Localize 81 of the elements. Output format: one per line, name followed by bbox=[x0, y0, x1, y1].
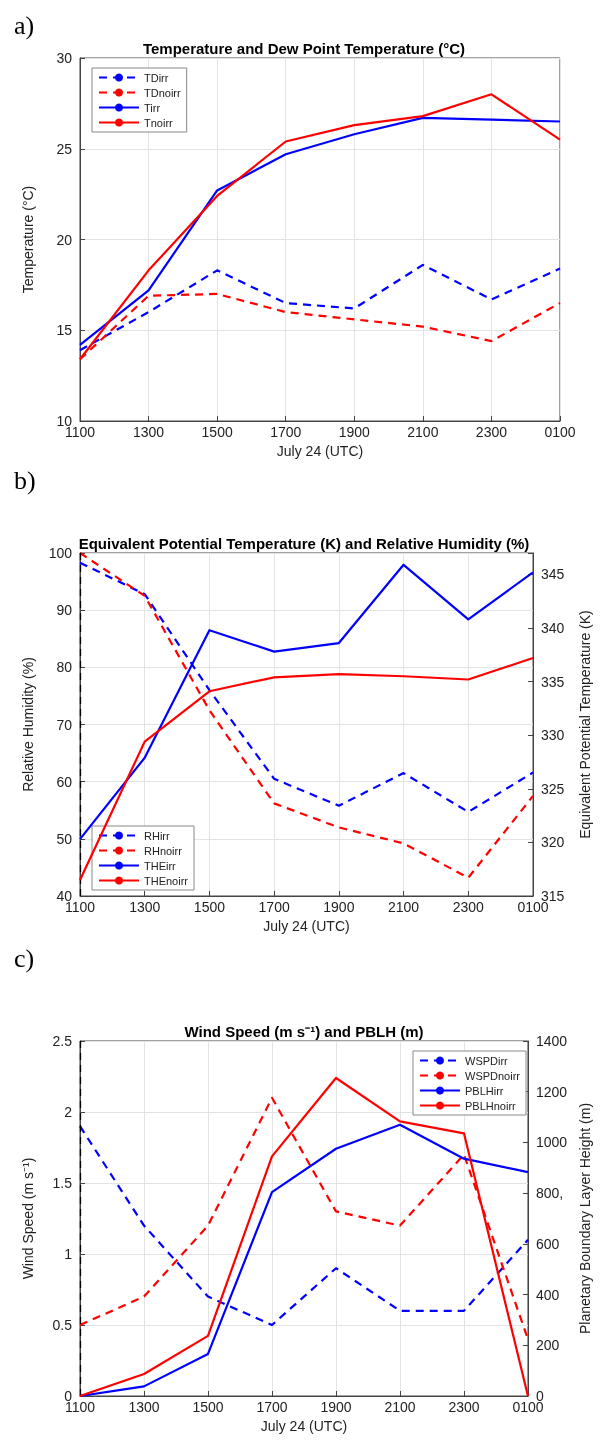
x-axis-title: July 24 (UTC) bbox=[260, 1417, 348, 1434]
y-tick-label: 0.5 bbox=[52, 1317, 73, 1333]
y2-tick-label: 1200 bbox=[535, 1083, 568, 1100]
y2-tick-label: 345 bbox=[541, 566, 565, 583]
y-tick-label: 2.5 bbox=[52, 1033, 73, 1049]
y-tick-label: 1.5 bbox=[52, 1175, 73, 1191]
text: c) bbox=[14, 943, 35, 973]
y-tick-label: 60 bbox=[56, 773, 73, 790]
text: b) bbox=[14, 465, 36, 495]
y2-tick-label: 200 bbox=[535, 1337, 560, 1354]
legend-label: RHirr bbox=[144, 829, 170, 842]
x-tick-label: 1500 bbox=[201, 424, 233, 440]
legend-label: WSPDnoirr bbox=[464, 1069, 521, 1082]
y2-tick-label: 315 bbox=[541, 888, 565, 904]
y2-tick-label: 325 bbox=[541, 780, 565, 797]
y2-axis-title: Equivalent Potential Temperature (K) bbox=[577, 610, 593, 839]
x-tick-label: 1900 bbox=[320, 1399, 352, 1415]
line-series bbox=[78, 263, 562, 352]
y-tick-label: 0 bbox=[64, 1388, 73, 1404]
x-tick-label: 1500 bbox=[193, 899, 226, 915]
y-tick-label: 2 bbox=[64, 1104, 73, 1120]
legend-label: TDirr bbox=[144, 71, 169, 84]
y2-tick-label: 1000 bbox=[535, 1134, 568, 1151]
y2-tick-label: 800, bbox=[535, 1185, 564, 1202]
legend-label: RHnoirr bbox=[144, 844, 183, 857]
y-tick-label: 80 bbox=[56, 659, 73, 676]
x-tick-label: 1500 bbox=[192, 1399, 224, 1415]
y-tick-label: 15 bbox=[56, 322, 73, 339]
y-axis-title: Wind Speed (m s⁻¹) bbox=[20, 1157, 36, 1280]
x-tick-label: 1300 bbox=[128, 1399, 160, 1415]
legend-label: THEirr bbox=[144, 859, 177, 872]
y2-tick-label: 0 bbox=[535, 1388, 544, 1404]
y2-axis-title: Planetary Boundary Layer Height (m) bbox=[577, 1102, 593, 1335]
chart-title: Equivalent Potential Temperature (K) and Relative Humidity (%) bbox=[78, 535, 530, 552]
y-tick-label: 1 bbox=[64, 1246, 73, 1262]
y-tick-label: 20 bbox=[56, 231, 73, 248]
y-tick-label: 25 bbox=[56, 140, 73, 157]
x-axis-title: July 24 (UTC) bbox=[263, 917, 350, 934]
y-tick-label: 40 bbox=[56, 888, 73, 904]
y-axis-title: Relative Humidity (%) bbox=[20, 657, 36, 792]
y-tick-label: 100 bbox=[48, 545, 73, 561]
y2-tick-label: 400 bbox=[535, 1286, 560, 1303]
line-series bbox=[78, 551, 535, 879]
x-tick-label: 2300 bbox=[452, 899, 485, 915]
y-tick-label: 10 bbox=[56, 413, 73, 429]
legend-label: Tirr bbox=[144, 101, 161, 114]
y2-tick-label: 320 bbox=[541, 834, 565, 851]
legend-label: PBLHirr bbox=[464, 1084, 504, 1097]
x-tick-label: 2100 bbox=[407, 424, 439, 440]
text: a) bbox=[14, 10, 35, 40]
x-axis-title: July 24 (UTC) bbox=[276, 442, 364, 459]
x-tick-label: 1700 bbox=[258, 899, 290, 915]
line-series bbox=[78, 1125, 530, 1327]
legend-label: THEnoirr bbox=[144, 874, 189, 887]
x-tick-label: 1900 bbox=[323, 899, 355, 915]
legend-label: PBLHnoirr bbox=[464, 1099, 517, 1112]
x-tick-label: 2300 bbox=[475, 424, 508, 440]
x-tick-label: 1300 bbox=[132, 424, 165, 440]
y2-tick-label: 335 bbox=[541, 673, 565, 690]
legend-label: Tnoirr bbox=[144, 116, 174, 129]
legend-label: TDnoirr bbox=[144, 86, 182, 99]
x-tick-label: 1700 bbox=[270, 424, 302, 440]
y2-tick-label: 1400 bbox=[535, 1033, 568, 1049]
x-tick-label: 2300 bbox=[448, 1399, 480, 1415]
x-tick-label: 0100 bbox=[544, 424, 576, 440]
y-tick-label: 30 bbox=[56, 50, 73, 66]
legend-label: WSPDirr bbox=[464, 1054, 509, 1067]
x-tick-label: 1300 bbox=[129, 899, 161, 915]
y2-tick-label: 340 bbox=[541, 620, 565, 637]
x-tick-label: 2100 bbox=[387, 899, 420, 915]
y2-tick-label: 600 bbox=[535, 1235, 560, 1252]
y-tick-label: 70 bbox=[56, 716, 73, 733]
y-tick-label: 90 bbox=[56, 602, 73, 619]
y-axis-title: Temperature (°C) bbox=[20, 185, 36, 294]
chart-title: Wind Speed (m s⁻¹) and PBLH (m) bbox=[184, 1023, 424, 1040]
x-tick-label: 1900 bbox=[338, 424, 371, 440]
chart-title: Temperature and Dew Point Temperature (°C) bbox=[142, 40, 466, 57]
x-tick-label: 1700 bbox=[256, 1399, 288, 1415]
y2-tick-label: 330 bbox=[541, 727, 565, 744]
y-tick-label: 50 bbox=[56, 830, 73, 847]
x-tick-label: 2100 bbox=[384, 1399, 416, 1415]
